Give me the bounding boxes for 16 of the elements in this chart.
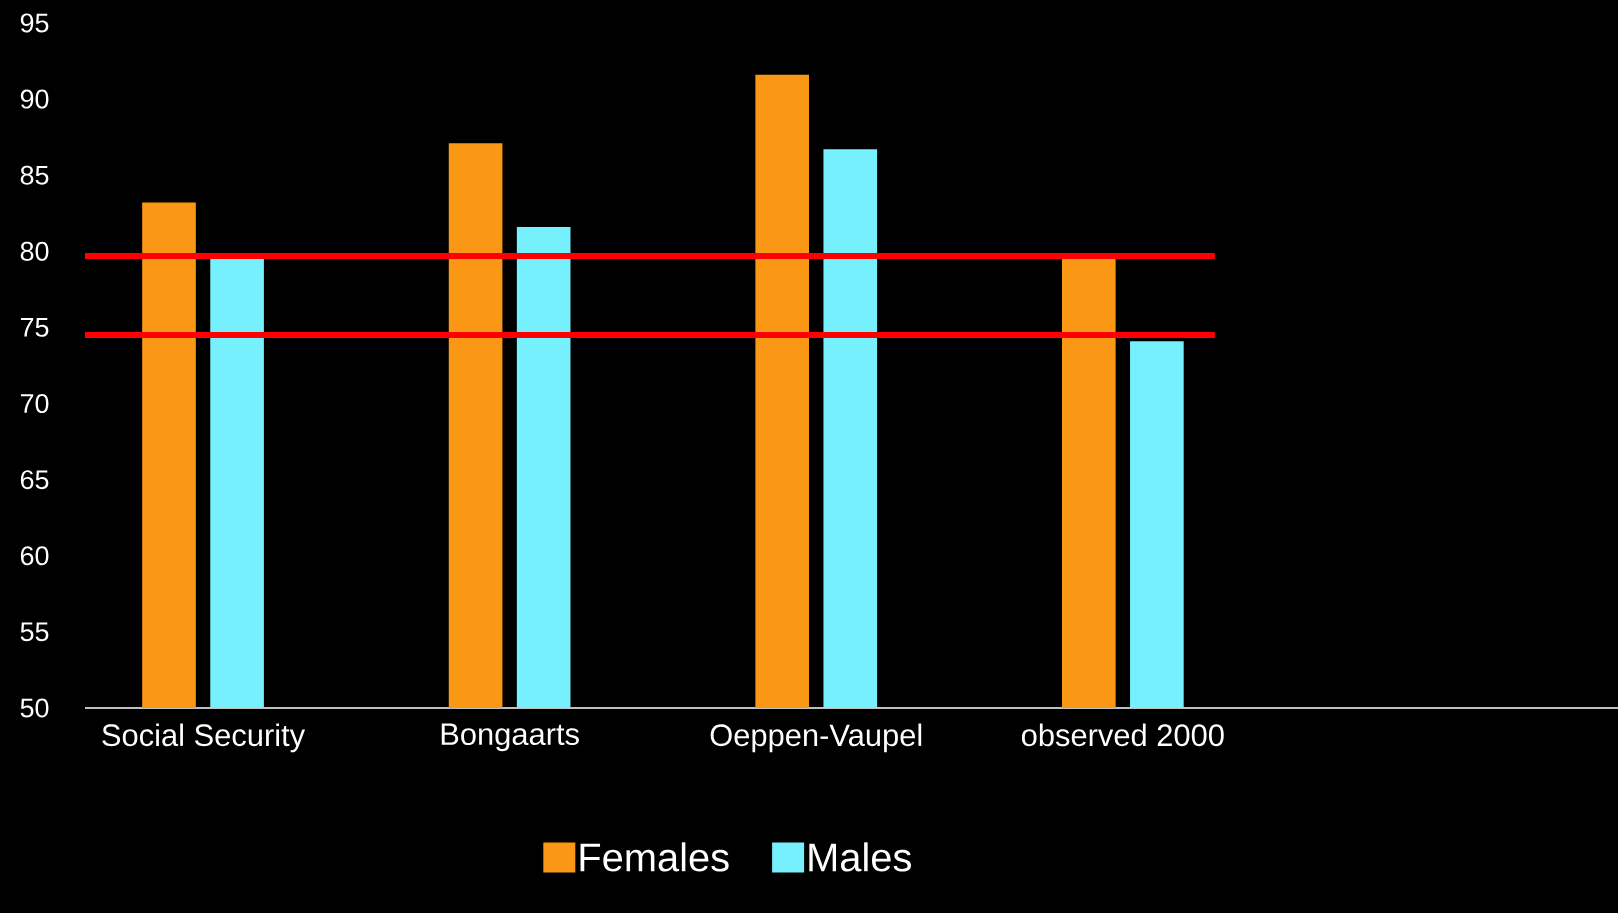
x-tick-label: Oeppen-Vaupel bbox=[710, 723, 922, 753]
legend-label: Females bbox=[580, 842, 729, 872]
y-tick-label: 85 bbox=[20, 165, 49, 185]
y-tick-label: 95 bbox=[20, 13, 49, 33]
x-tick-label: observed 2000 bbox=[1021, 723, 1224, 747]
y-tick-label: 50 bbox=[20, 698, 49, 718]
y-tick-label: 70 bbox=[20, 394, 49, 414]
x-tick-label: Social Security bbox=[102, 723, 306, 753]
legend-label: Males bbox=[809, 842, 911, 872]
x-tick-label: Bongaarts bbox=[441, 723, 579, 752]
y-tick-label: 55 bbox=[20, 622, 49, 642]
y-tick-label: 60 bbox=[20, 546, 49, 566]
y-tick-label: 80 bbox=[20, 241, 49, 261]
y-tick-label: 90 bbox=[20, 89, 49, 109]
y-tick-label: 75 bbox=[20, 318, 49, 337]
y-tick-label: 65 bbox=[20, 470, 49, 490]
